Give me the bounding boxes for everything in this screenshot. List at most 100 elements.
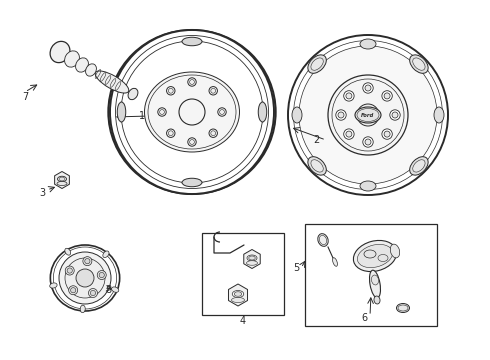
Ellipse shape	[95, 71, 129, 93]
Ellipse shape	[357, 244, 392, 267]
Circle shape	[346, 131, 352, 137]
Circle shape	[357, 104, 379, 126]
Ellipse shape	[108, 30, 276, 194]
Circle shape	[346, 93, 352, 99]
Ellipse shape	[391, 244, 400, 258]
Polygon shape	[228, 284, 247, 306]
Circle shape	[392, 112, 398, 118]
Polygon shape	[244, 249, 260, 269]
Ellipse shape	[57, 176, 67, 182]
Ellipse shape	[410, 157, 428, 175]
Text: 5: 5	[293, 263, 299, 273]
Circle shape	[169, 131, 173, 136]
Ellipse shape	[258, 102, 267, 122]
Text: 8: 8	[105, 285, 111, 295]
Ellipse shape	[434, 107, 444, 123]
Ellipse shape	[410, 55, 428, 73]
Circle shape	[338, 112, 344, 118]
Circle shape	[59, 252, 111, 304]
Text: 4: 4	[240, 316, 246, 326]
Circle shape	[76, 269, 94, 287]
Ellipse shape	[355, 107, 381, 123]
Bar	[202, 233, 284, 315]
Ellipse shape	[413, 58, 425, 70]
Ellipse shape	[232, 291, 244, 297]
Ellipse shape	[112, 287, 119, 292]
Ellipse shape	[117, 102, 126, 122]
Circle shape	[390, 110, 400, 120]
Circle shape	[343, 91, 354, 101]
Ellipse shape	[292, 107, 302, 123]
Circle shape	[336, 110, 346, 120]
Ellipse shape	[353, 240, 396, 271]
Circle shape	[288, 35, 448, 195]
Ellipse shape	[75, 58, 88, 72]
Ellipse shape	[182, 37, 202, 46]
Circle shape	[384, 93, 390, 99]
Circle shape	[190, 140, 195, 144]
Ellipse shape	[369, 270, 381, 298]
Circle shape	[211, 131, 216, 136]
Ellipse shape	[65, 51, 79, 67]
Ellipse shape	[249, 256, 255, 260]
Ellipse shape	[50, 245, 120, 311]
Text: 3: 3	[39, 188, 45, 198]
Ellipse shape	[308, 157, 326, 175]
Circle shape	[363, 137, 373, 147]
Ellipse shape	[374, 296, 380, 304]
Circle shape	[220, 109, 224, 114]
Ellipse shape	[231, 297, 245, 302]
Ellipse shape	[360, 39, 376, 49]
Circle shape	[83, 257, 92, 266]
Circle shape	[382, 129, 392, 139]
Circle shape	[85, 258, 90, 264]
Circle shape	[65, 266, 74, 275]
Ellipse shape	[360, 181, 376, 191]
Circle shape	[69, 286, 78, 295]
Ellipse shape	[59, 177, 65, 181]
Circle shape	[160, 109, 165, 114]
Text: 1: 1	[139, 111, 145, 121]
Ellipse shape	[182, 178, 202, 187]
Ellipse shape	[103, 251, 109, 257]
Ellipse shape	[247, 255, 257, 261]
Circle shape	[90, 291, 96, 296]
Ellipse shape	[311, 160, 323, 172]
Circle shape	[384, 131, 390, 137]
Polygon shape	[55, 171, 70, 189]
Ellipse shape	[50, 41, 70, 63]
Ellipse shape	[246, 261, 258, 265]
Circle shape	[190, 80, 195, 84]
Ellipse shape	[128, 88, 138, 100]
Ellipse shape	[49, 283, 57, 288]
Circle shape	[363, 83, 373, 93]
Ellipse shape	[308, 55, 326, 73]
Bar	[305, 224, 437, 326]
Circle shape	[365, 85, 371, 91]
Text: Ford: Ford	[361, 112, 375, 117]
Text: 6: 6	[361, 313, 367, 323]
Circle shape	[89, 288, 98, 297]
Ellipse shape	[234, 292, 242, 296]
Ellipse shape	[318, 234, 328, 246]
Text: 7: 7	[22, 92, 28, 102]
Circle shape	[67, 268, 73, 273]
Circle shape	[110, 30, 274, 194]
Ellipse shape	[65, 248, 71, 255]
Circle shape	[97, 271, 106, 280]
Ellipse shape	[311, 58, 323, 70]
Ellipse shape	[86, 64, 97, 76]
Circle shape	[382, 91, 392, 101]
Circle shape	[169, 89, 173, 93]
Ellipse shape	[333, 258, 338, 266]
Ellipse shape	[145, 72, 240, 152]
Ellipse shape	[413, 160, 425, 172]
Ellipse shape	[371, 275, 379, 285]
Circle shape	[211, 89, 216, 93]
Circle shape	[99, 273, 104, 278]
Circle shape	[365, 139, 371, 145]
Circle shape	[65, 258, 105, 298]
Circle shape	[343, 129, 354, 139]
Ellipse shape	[57, 181, 67, 185]
Text: 2: 2	[314, 135, 320, 145]
